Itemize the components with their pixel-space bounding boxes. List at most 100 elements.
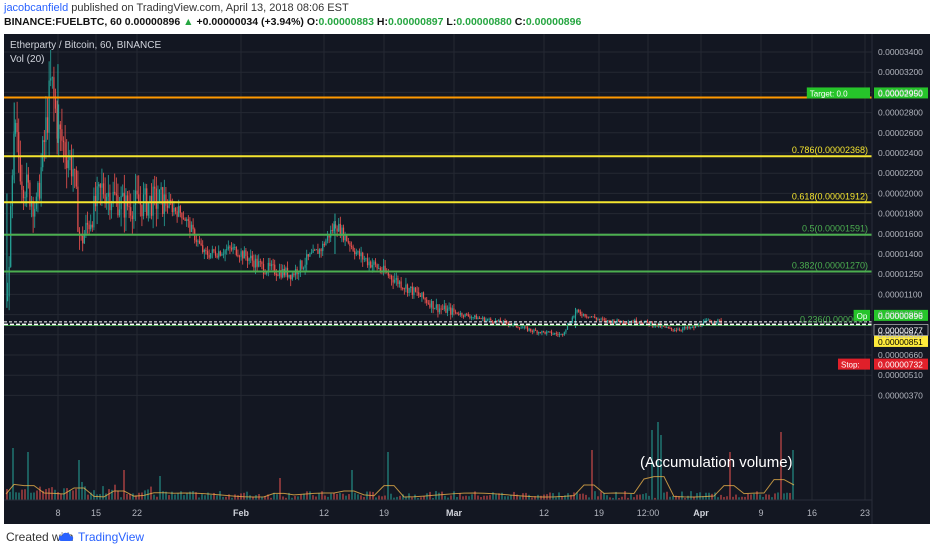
volume-bar bbox=[459, 493, 461, 500]
volume-bar bbox=[279, 478, 281, 500]
price-box-value-4: 0.00000732 bbox=[878, 360, 923, 370]
volume-bar bbox=[585, 494, 587, 500]
candle-body bbox=[530, 328, 532, 331]
candle-body bbox=[579, 311, 581, 315]
candle-body bbox=[312, 249, 314, 253]
candle-body bbox=[274, 264, 276, 274]
volume-bar bbox=[714, 492, 716, 500]
ticker: BINANCE:FUELBTC, 60 bbox=[4, 16, 122, 28]
candle-body bbox=[136, 190, 138, 195]
tradingview-logo-text[interactable]: TradingView bbox=[78, 530, 145, 544]
volume-bar bbox=[462, 496, 464, 500]
candle-body bbox=[637, 323, 639, 325]
candle-body bbox=[261, 262, 263, 264]
candle-body bbox=[128, 206, 130, 208]
volume-bar bbox=[177, 493, 179, 500]
candle-body bbox=[74, 169, 76, 171]
candle-body bbox=[317, 249, 319, 254]
candle-body bbox=[162, 187, 164, 214]
candle-body bbox=[366, 258, 369, 266]
volume-bar bbox=[309, 491, 311, 500]
candle-body bbox=[606, 320, 609, 323]
price-box-value-2: 0.00000877 bbox=[878, 325, 923, 335]
candle-body bbox=[230, 248, 233, 250]
volume-bar bbox=[684, 497, 686, 500]
candle-body bbox=[566, 324, 569, 330]
candle-body bbox=[374, 261, 377, 265]
candle-body bbox=[594, 316, 596, 318]
candle-body bbox=[477, 317, 479, 320]
candle-body bbox=[392, 279, 394, 283]
candle-body bbox=[344, 235, 346, 241]
candle-body bbox=[598, 318, 601, 320]
candle-body bbox=[669, 327, 671, 329]
candle-body bbox=[467, 314, 469, 317]
candle-body bbox=[442, 308, 444, 310]
candle-body bbox=[106, 196, 108, 204]
time-tick-label: 9 bbox=[758, 508, 763, 518]
candle-body bbox=[85, 222, 87, 235]
volume-bar bbox=[171, 491, 173, 500]
candle-body bbox=[501, 322, 503, 324]
volume-bar bbox=[582, 493, 584, 500]
candle-body bbox=[98, 184, 100, 187]
volume-bar bbox=[606, 495, 608, 500]
candle-body bbox=[307, 254, 309, 257]
candle-body bbox=[387, 272, 389, 276]
candle-body bbox=[130, 207, 132, 216]
candle-body bbox=[275, 273, 277, 276]
candle-body bbox=[555, 333, 557, 335]
candle-body bbox=[502, 320, 505, 324]
candle-body bbox=[429, 303, 431, 308]
price-tick-label: 0.00000660 bbox=[878, 350, 923, 360]
author-link[interactable]: jacobcanfield bbox=[4, 2, 69, 14]
chart-svg[interactable]: 1(0.00002950)0.786(0.00002368)0.618(0.00… bbox=[4, 34, 930, 524]
candle-body bbox=[325, 240, 327, 246]
candle-body bbox=[499, 319, 501, 323]
volume-bar bbox=[777, 492, 779, 500]
candle-body bbox=[365, 258, 367, 260]
candle-body bbox=[66, 156, 68, 169]
candle-body bbox=[304, 264, 306, 268]
volume-bar bbox=[732, 496, 734, 500]
chart-panel[interactable]: 1(0.00002950)0.786(0.00002368)0.618(0.00… bbox=[4, 34, 930, 524]
volume-bar bbox=[339, 493, 341, 500]
time-tick-label: 19 bbox=[379, 508, 389, 518]
volume-bar bbox=[537, 494, 539, 500]
volume-bar bbox=[108, 489, 110, 500]
volume-bar bbox=[540, 495, 542, 500]
candle-body bbox=[440, 308, 442, 310]
candle-body bbox=[470, 317, 473, 319]
candle-body bbox=[539, 332, 541, 334]
candle-body bbox=[562, 333, 564, 335]
volume-bar bbox=[786, 492, 788, 500]
chart-title: Etherparty / Bitcoin, 60, BINANCE bbox=[10, 40, 162, 51]
volume-bar bbox=[120, 497, 122, 500]
volume-bar bbox=[36, 490, 38, 500]
candle-body bbox=[718, 319, 721, 321]
candle-body bbox=[667, 327, 669, 328]
candle-body bbox=[242, 251, 244, 259]
candle-body bbox=[480, 318, 482, 320]
candle-body bbox=[701, 325, 703, 327]
candle-body bbox=[278, 270, 281, 276]
candle-body bbox=[696, 325, 698, 327]
candle-body bbox=[411, 286, 413, 296]
candle-body bbox=[525, 326, 527, 328]
candle-body bbox=[410, 286, 412, 288]
volume-bar bbox=[657, 422, 659, 500]
candle-body bbox=[446, 308, 449, 313]
candle-body bbox=[197, 240, 199, 242]
candle-body bbox=[306, 254, 308, 265]
candle-body bbox=[498, 319, 500, 322]
candle-body bbox=[336, 228, 338, 232]
candle-body bbox=[430, 301, 433, 308]
volume-bar bbox=[396, 496, 398, 500]
candle-body bbox=[160, 187, 162, 190]
candle-body bbox=[248, 258, 250, 261]
volume-bar bbox=[699, 492, 701, 500]
candle-body bbox=[51, 77, 53, 79]
candle-body bbox=[90, 224, 92, 230]
candle-body bbox=[645, 320, 647, 322]
candle-body bbox=[550, 331, 553, 335]
